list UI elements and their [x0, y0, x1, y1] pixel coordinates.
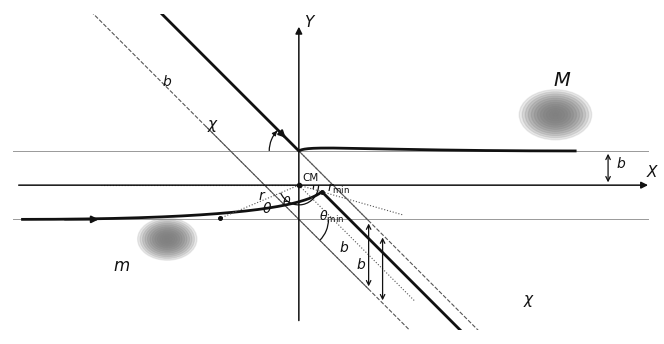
- Ellipse shape: [552, 113, 558, 117]
- Text: $\theta$: $\theta$: [282, 195, 291, 209]
- Ellipse shape: [147, 225, 187, 253]
- Ellipse shape: [543, 106, 568, 123]
- Text: $\theta_{\mathrm{min}}$: $\theta_{\mathrm{min}}$: [319, 209, 344, 225]
- Ellipse shape: [531, 98, 580, 131]
- Ellipse shape: [137, 218, 197, 260]
- Text: $M$: $M$: [553, 72, 571, 90]
- Text: $b$: $b$: [339, 240, 349, 255]
- Text: $\theta$: $\theta$: [262, 201, 272, 216]
- Ellipse shape: [537, 102, 574, 127]
- Ellipse shape: [523, 92, 588, 138]
- Ellipse shape: [153, 228, 182, 250]
- Ellipse shape: [157, 232, 177, 246]
- Ellipse shape: [540, 104, 570, 125]
- Ellipse shape: [145, 223, 189, 255]
- Text: $r$: $r$: [258, 189, 267, 203]
- Ellipse shape: [549, 110, 562, 119]
- Ellipse shape: [546, 108, 564, 121]
- Ellipse shape: [143, 222, 192, 257]
- Text: $r_{\mathrm{min}}$: $r_{\mathrm{min}}$: [327, 182, 350, 196]
- Ellipse shape: [155, 230, 179, 248]
- Ellipse shape: [529, 96, 582, 133]
- Text: $b$: $b$: [356, 257, 366, 272]
- Ellipse shape: [535, 100, 576, 129]
- Text: $Y$: $Y$: [304, 14, 316, 30]
- Text: $\chi$: $\chi$: [523, 293, 535, 309]
- Text: CM: CM: [303, 173, 319, 183]
- Text: $X$: $X$: [646, 164, 659, 180]
- Text: $\chi$: $\chi$: [207, 118, 219, 134]
- Ellipse shape: [140, 220, 195, 258]
- Text: $b$: $b$: [616, 156, 626, 171]
- Ellipse shape: [519, 90, 592, 140]
- Ellipse shape: [162, 236, 172, 243]
- Ellipse shape: [160, 234, 175, 244]
- Ellipse shape: [150, 227, 185, 251]
- Ellipse shape: [525, 94, 586, 136]
- Ellipse shape: [165, 237, 170, 241]
- Text: $b$: $b$: [162, 74, 173, 89]
- Text: $m$: $m$: [113, 257, 129, 275]
